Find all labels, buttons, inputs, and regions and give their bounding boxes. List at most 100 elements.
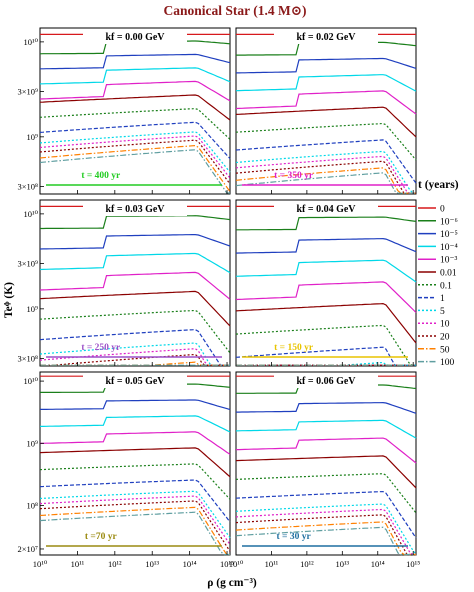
k-label-box	[274, 374, 378, 388]
series-line-10⁻⁴	[39, 67, 231, 85]
series-line-1	[39, 479, 231, 523]
series-line-0.01	[235, 302, 417, 344]
legend-label: 10⁻⁶	[440, 217, 458, 227]
y-tick-label: 3×10⁸	[17, 353, 38, 363]
time-label: t = 350 yr	[274, 171, 314, 181]
legend: t (years) 0 10⁻⁶ 10⁻⁵ 10⁻⁴ 10⁻³ 0.01 0.1 1 5 10 20 5…	[418, 179, 459, 368]
y-tick-label: 10⁸	[27, 500, 39, 510]
legend-label: 0	[440, 205, 445, 215]
legend-label: 1	[440, 294, 445, 304]
y-tick-label: 3×10⁹	[17, 259, 38, 269]
legend-label: 50	[440, 345, 450, 355]
x-tick-label: 10¹³	[145, 559, 159, 569]
series-line-1	[39, 328, 230, 366]
y-tick-label: 10¹⁰	[24, 209, 39, 219]
series-line-10⁻⁴	[235, 419, 417, 439]
series-line-1	[235, 139, 417, 184]
series-line-1	[39, 121, 231, 160]
y-tick-label: 3×10⁸	[17, 181, 38, 191]
series-line-0.01	[235, 106, 417, 138]
series-line-10⁻³	[39, 431, 231, 455]
series-line-10⁻⁵	[236, 401, 417, 414]
k-label: kf = 0.04 GeV	[296, 204, 356, 215]
x-tick-label: 10¹⁵	[220, 559, 234, 569]
x-tick-label: 10¹²	[108, 559, 122, 569]
legend-label: 10⁻⁵	[440, 230, 458, 240]
panel-frame	[39, 371, 231, 556]
series-line-100	[39, 511, 230, 556]
y-tick-label: 10¹⁰	[24, 376, 39, 386]
panel-1: 10¹⁰ 3×10⁹ 10⁹ 3×10⁸ kf = 0.00 GeV t = 400 yr	[17, 27, 231, 195]
series-line-100	[39, 149, 231, 194]
series-line-10⁻⁵	[235, 237, 417, 254]
chart-title: Canonical Star (1.4 M⊙)	[163, 3, 306, 18]
legend-label: 10⁻⁴	[440, 243, 459, 253]
legend-label: 0.1	[440, 281, 452, 291]
k-label: kf = 0.05 GeV	[105, 376, 165, 387]
legend-label: 10	[440, 320, 450, 330]
time-label: t =70 yr	[85, 532, 118, 542]
k-label: kf = 0.02 GeV	[296, 32, 356, 43]
panel-2: kf = 0.02 GeV t = 350 yr	[235, 27, 417, 195]
series-line-10⁻³	[236, 437, 417, 464]
series-line-10⁻⁴	[40, 415, 231, 433]
series-line-10⁻⁶	[40, 215, 231, 230]
k-label-box	[83, 374, 187, 388]
time-label: t = 30 yr	[277, 532, 312, 542]
time-label: t = 400 yr	[81, 171, 121, 181]
series-line-50	[235, 167, 416, 194]
series-line-0.01	[235, 455, 417, 489]
legend-label: 100	[440, 358, 455, 368]
legend-label: 10⁻³	[440, 256, 458, 266]
panel-frame	[235, 199, 417, 367]
panel-4: kf = 0.04 GeV t = 150 yr	[235, 199, 417, 367]
x-tick-label: 10¹⁵	[406, 559, 420, 569]
series-line-10⁻⁶	[236, 216, 417, 231]
panels-group: 10¹⁰ 3×10⁹ 10⁹ 3×10⁸ kf = 0.00 GeV t = 400 yr…	[17, 27, 420, 569]
series-line-10⁻³	[39, 80, 231, 102]
series-line-50	[39, 506, 230, 556]
x-axis-label: ρ (g cm⁻³)	[207, 577, 257, 589]
legend-label: 5	[440, 307, 445, 317]
k-label-box	[274, 30, 378, 44]
series-line-10⁻⁴	[235, 74, 417, 92]
panel-frame	[39, 199, 231, 367]
x-tick-label: 10¹¹	[71, 559, 85, 569]
series-line-0.01	[39, 290, 231, 327]
series-line-10⁻⁵	[40, 53, 231, 70]
series-line-50	[235, 521, 416, 556]
series-line-100	[235, 526, 416, 556]
series-line-50	[39, 144, 231, 192]
series-line-1	[235, 490, 417, 539]
series-line-10⁻⁴	[39, 252, 231, 274]
x-tick-label: 10¹¹	[265, 559, 279, 569]
y-tick-label: 10⁹	[27, 304, 39, 314]
series-line-10⁻⁵	[39, 234, 231, 250]
k-label-box	[274, 202, 378, 216]
panel-frame	[235, 27, 417, 195]
series-line-100	[235, 172, 416, 194]
k-label-box	[83, 202, 187, 216]
y-tick-label: 2×10⁷	[17, 544, 38, 554]
series-line-10⁻³	[235, 90, 417, 115]
legend-label: 20	[440, 333, 450, 343]
y-axis-label: Teᶲ (K)	[3, 282, 15, 318]
k-label: kf = 0.00 GeV	[105, 32, 165, 43]
series-line-0.01	[39, 447, 231, 478]
legend-title: t (years)	[418, 179, 459, 191]
x-tick-label: 10¹⁰	[229, 559, 244, 569]
y-tick-label: 10⁹	[27, 132, 39, 142]
panel-5: 10¹⁰ 10⁹ 10⁸ 2×10⁷ kf = 0.05 GeV t =70 yr	[17, 371, 231, 556]
y-tick-label: 10¹⁰	[24, 37, 39, 47]
time-label: t = 250 yr	[81, 343, 121, 353]
series-line-10⁻⁵	[236, 57, 417, 74]
series-line-10⁻⁵	[40, 399, 231, 411]
panel-frame	[235, 371, 417, 556]
x-tick-label: 10¹⁰	[33, 559, 48, 569]
series-line-1	[235, 346, 416, 366]
x-tick-label: 10¹³	[336, 559, 350, 569]
panel-6: kf = 0.06 GeV t = 30 yr	[235, 371, 417, 556]
series-line-10⁻³	[39, 271, 231, 300]
x-tick-label: 10¹⁴	[183, 559, 197, 569]
